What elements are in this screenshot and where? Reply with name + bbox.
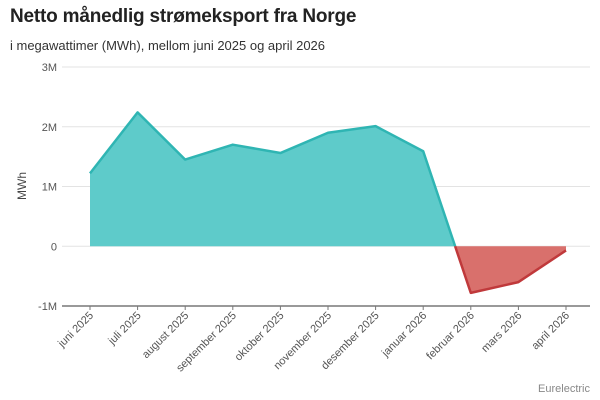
y-tick-label: 2M xyxy=(42,122,57,134)
area-layer xyxy=(89,111,567,295)
x-tick-label: april 2026 xyxy=(529,310,572,353)
chart-title: Netto månedlig strømeksport fra Norge xyxy=(10,6,357,27)
x-tick-label: august 2025 xyxy=(140,310,191,361)
y-tick-label: -1M xyxy=(38,301,57,313)
x-tick-label: juni 2025 xyxy=(55,310,96,351)
import-area-line xyxy=(453,245,567,295)
x-tick-label: februar 2026 xyxy=(424,310,477,363)
source-credit: Eurelectric xyxy=(538,383,590,395)
export-area-line xyxy=(89,111,457,247)
x-tick-label: juli 2025 xyxy=(106,310,144,348)
y-tick-label: 1M xyxy=(42,182,57,194)
y-axis-title: MWh xyxy=(15,172,29,200)
x-tick-label: mars 2026 xyxy=(479,310,524,355)
y-tick-label: 0 xyxy=(51,241,57,253)
y-axis: 3M 2M 1M 0 -1M xyxy=(38,62,57,313)
chart-subtitle: i megawattimer (MWh), mellom juni 2025 o… xyxy=(10,38,326,53)
export-area xyxy=(90,112,456,247)
x-tick-label: januar 2026 xyxy=(379,310,429,360)
import-area xyxy=(455,246,566,293)
y-tick-label: 3M xyxy=(42,62,57,74)
